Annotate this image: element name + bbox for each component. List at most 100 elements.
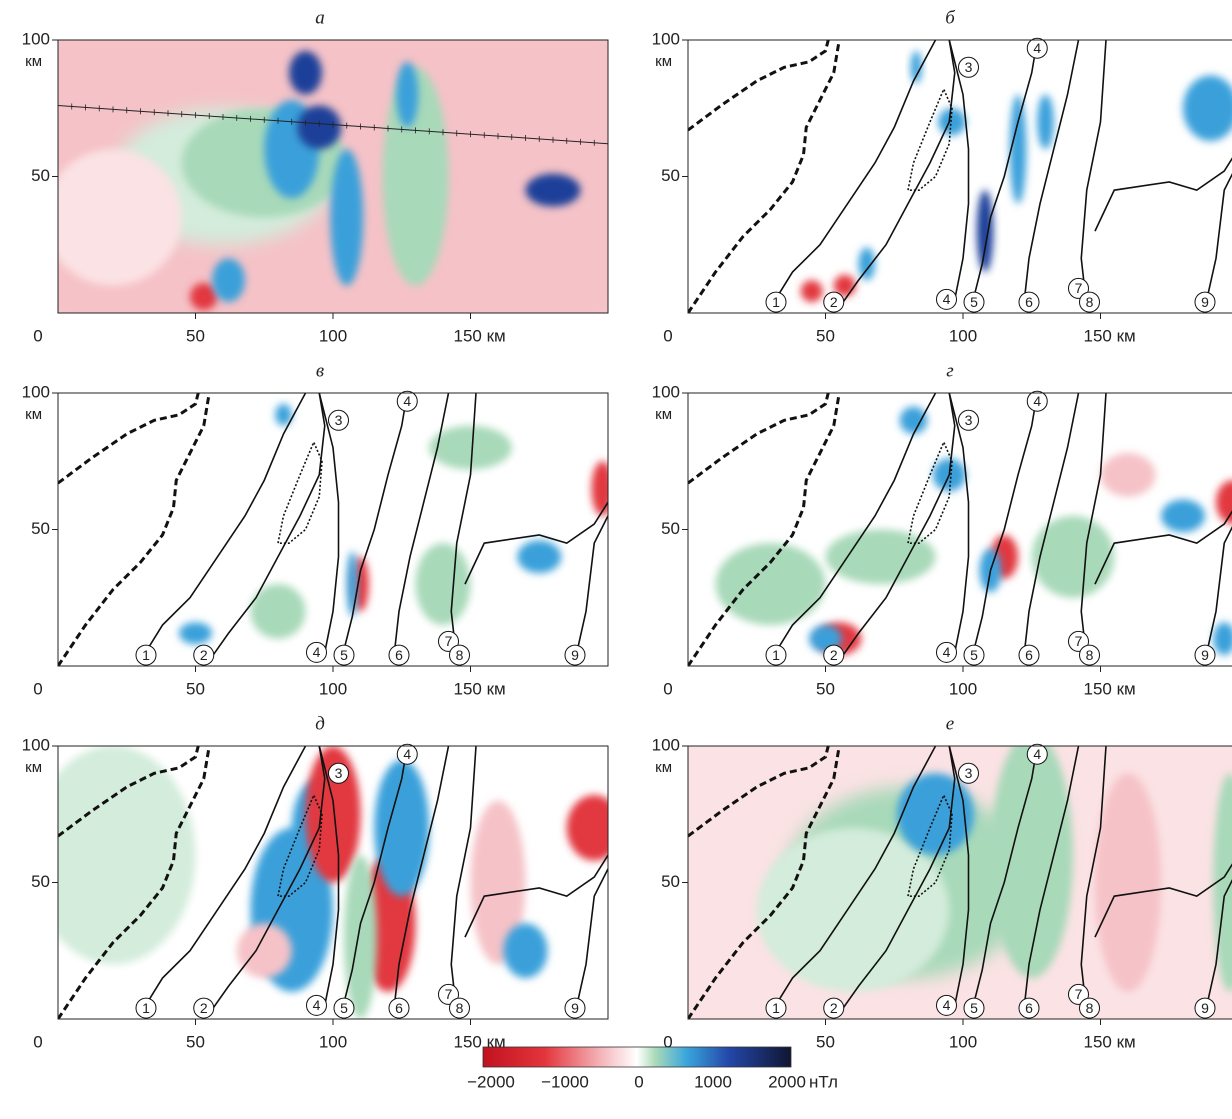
fault — [1204, 878, 1232, 1014]
fault — [769, 40, 937, 308]
fault-number: 4 — [403, 393, 411, 409]
anomaly — [591, 461, 608, 516]
anomaly — [938, 108, 966, 136]
fault-marker — [1026, 743, 1048, 765]
y-tick-label: 50 — [31, 872, 50, 891]
y-tick-label: 50 — [31, 166, 50, 185]
fault-marker — [1018, 997, 1040, 1019]
fault-number: 4 — [1033, 40, 1041, 56]
anomaly — [415, 543, 471, 626]
x-tick-label: 50 — [816, 1032, 835, 1051]
fault-number: 8 — [456, 647, 464, 663]
fault — [907, 87, 953, 191]
fault — [1022, 40, 1080, 308]
fault-marker — [1026, 390, 1048, 412]
fault-marker — [1068, 983, 1089, 1005]
fault-marker — [193, 644, 215, 666]
fault — [392, 393, 450, 661]
x-origin-label: 0 — [663, 326, 672, 345]
colorbar-tick-label: −2000 — [467, 1072, 515, 1091]
anomaly — [382, 67, 449, 286]
x-origin-label: 0 — [663, 679, 672, 698]
fault-number: 4 — [943, 644, 951, 660]
anomaly — [58, 746, 196, 965]
fault-number: 6 — [1025, 647, 1033, 663]
fault — [139, 746, 307, 1014]
anomaly — [344, 855, 377, 1019]
fault-marker — [449, 997, 470, 1019]
fault — [970, 40, 1039, 308]
anomaly — [1161, 499, 1205, 533]
anomaly — [503, 923, 548, 979]
fault-number: 4 — [943, 997, 951, 1013]
fault-marker — [765, 644, 787, 666]
field — [688, 393, 1232, 666]
fault — [769, 393, 937, 661]
fault-marker — [1194, 291, 1216, 313]
y-unit: км — [25, 759, 42, 776]
fault — [464, 501, 608, 585]
fault-number: 1 — [142, 647, 150, 663]
fault-marker — [438, 983, 459, 1005]
anomaly — [297, 105, 342, 150]
fault — [688, 393, 841, 666]
fault — [1094, 863, 1232, 938]
fault — [970, 393, 1039, 661]
fault — [392, 746, 450, 1014]
fault — [1080, 746, 1107, 1014]
x-tick-label: 100 — [319, 679, 347, 698]
fault-marker — [1079, 644, 1100, 666]
colorbar-tick-label: 0 — [634, 1072, 643, 1091]
colorbar-tick-label: −1000 — [541, 1072, 589, 1091]
fault-number: 8 — [1086, 647, 1094, 663]
y-tick-label: 50 — [661, 519, 680, 538]
anomaly — [566, 795, 608, 861]
x-tick-label: 50 — [816, 326, 835, 345]
fault-number: 7 — [1075, 986, 1083, 1002]
fault-marker — [1079, 291, 1100, 313]
fault-marker — [333, 997, 355, 1019]
fault — [464, 854, 608, 938]
panel-label: а — [315, 7, 325, 28]
panel-label: б — [945, 7, 956, 28]
fault-marker — [936, 641, 957, 663]
fault-marker — [135, 997, 157, 1019]
fault-number: 1 — [772, 294, 780, 310]
fault-number: 7 — [1075, 280, 1083, 296]
anomaly — [525, 173, 581, 207]
field — [688, 40, 1232, 313]
x-tick-label: 100 — [319, 1032, 347, 1051]
colorbar — [482, 1046, 792, 1068]
y-tick-label: 100 — [652, 29, 680, 48]
anomaly — [190, 282, 218, 311]
x-tick-label: 100 — [319, 326, 347, 345]
fault-marker — [135, 644, 157, 666]
fault — [574, 515, 608, 661]
fault — [907, 440, 953, 544]
fault-marker — [328, 762, 349, 784]
y-tick-label: 100 — [22, 29, 50, 48]
x-tick-label: 150 км — [1084, 679, 1136, 698]
anomaly — [305, 746, 361, 883]
fault-number: 5 — [970, 294, 978, 310]
fault-marker — [438, 630, 459, 652]
fault-marker — [1018, 644, 1040, 666]
anomaly — [330, 149, 364, 286]
fault-marker — [963, 291, 985, 313]
fault-number: 8 — [1086, 1000, 1094, 1016]
fault-number: 4 — [403, 746, 411, 762]
x-tick-label: 150 км — [454, 326, 506, 345]
fault — [688, 393, 830, 485]
fault-marker — [564, 644, 586, 666]
fault-number: 2 — [200, 1000, 208, 1016]
fault-marker — [564, 997, 586, 1019]
fault — [1022, 746, 1080, 1014]
fault — [450, 746, 477, 1014]
anomaly — [250, 584, 306, 639]
anomaly — [990, 746, 1073, 979]
x-tick-label: 50 — [816, 679, 835, 698]
anomaly — [236, 923, 292, 979]
panel: 1 2 3 4 4 5 6 78 9 б 0 50 100 150 км 50 100 км — [652, 7, 1232, 345]
fault — [277, 440, 323, 544]
